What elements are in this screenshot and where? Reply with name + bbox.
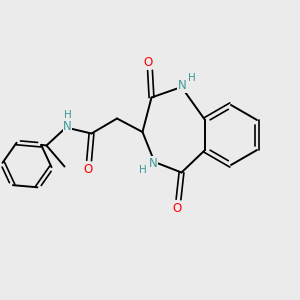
Text: H: H [139, 165, 147, 176]
Text: N: N [148, 157, 158, 170]
Text: H: H [188, 73, 196, 83]
Text: N: N [178, 79, 187, 92]
Text: O: O [172, 202, 182, 215]
Text: O: O [144, 56, 153, 69]
Text: H: H [64, 110, 71, 121]
Text: N: N [63, 119, 72, 133]
Text: O: O [83, 163, 92, 176]
